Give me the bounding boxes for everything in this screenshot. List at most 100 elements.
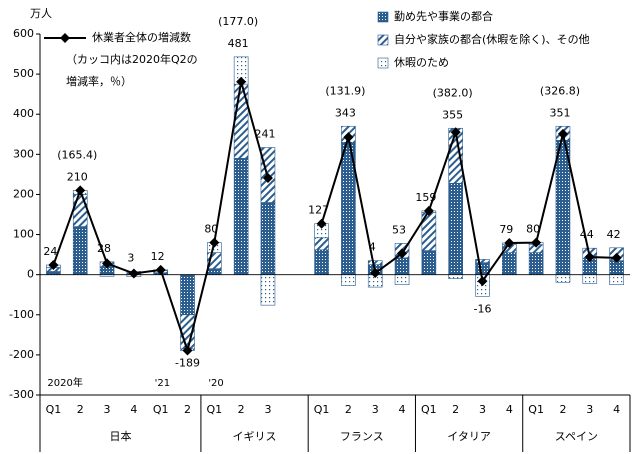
marker — [75, 185, 86, 196]
bar — [72, 226, 88, 275]
legend-label: 自分や家族の都合(休暇を除く)、その他 — [394, 32, 590, 46]
legend-swatch — [377, 11, 389, 23]
marker — [370, 268, 381, 279]
x-tick-label: Q1 — [314, 403, 330, 416]
group-label: フランス — [340, 430, 384, 443]
value-label: 44 — [580, 228, 594, 241]
bar — [314, 249, 329, 275]
value-label: 4 — [369, 241, 376, 254]
marker — [450, 127, 461, 138]
legend-swatch — [377, 57, 389, 69]
bar — [260, 202, 276, 275]
bar — [207, 268, 222, 275]
y-tick-label: -300 — [9, 388, 34, 401]
marker — [343, 132, 354, 143]
group-label: スペイン — [555, 430, 598, 443]
period-label: '21 — [155, 378, 170, 389]
bar — [367, 260, 383, 265]
marker — [128, 268, 139, 279]
rate-label: (177.0) — [218, 15, 258, 28]
legend-label: 勤め先や事業の都合 — [394, 9, 493, 23]
value-label: 351 — [549, 106, 570, 119]
value-label: 79 — [499, 223, 513, 236]
x-tick-label: 4 — [613, 403, 620, 416]
x-tick-label: 3 — [104, 403, 111, 416]
legend-label: 休暇のため — [394, 56, 449, 69]
x-tick-label: 2 — [559, 403, 566, 416]
legend-marker — [60, 33, 70, 43]
y-tick-label: 100 — [13, 228, 34, 241]
bar — [314, 237, 329, 251]
value-label: 42 — [607, 228, 621, 241]
bar — [448, 182, 463, 275]
value-label: 481 — [228, 37, 249, 50]
y-unit: 万人 — [30, 7, 52, 20]
marker — [611, 252, 622, 263]
bar — [609, 274, 624, 285]
marker — [48, 260, 59, 271]
marker — [504, 237, 515, 248]
x-tick-label: 2 — [345, 403, 352, 416]
legend-swatch — [377, 34, 389, 46]
marker — [155, 264, 166, 275]
x-tick-label: 2 — [184, 403, 191, 416]
value-label: 3 — [127, 251, 134, 264]
value-label: -189 — [175, 356, 200, 369]
rate-label: (326.8) — [540, 84, 580, 97]
marker — [477, 276, 488, 287]
group-label: イギリス — [233, 430, 277, 443]
bar — [341, 274, 356, 286]
bar — [502, 252, 517, 275]
value-label: 241 — [254, 128, 275, 141]
marker — [584, 252, 595, 263]
x-tick-label: Q1 — [153, 403, 169, 416]
marker — [316, 218, 327, 229]
rate-label: (382.0) — [433, 86, 473, 99]
line — [52, 81, 617, 355]
bar — [394, 274, 410, 285]
legend-note: 増減率，％） — [66, 74, 132, 88]
rate-label: (165.4) — [57, 148, 97, 161]
group-label: イタリア — [447, 430, 491, 443]
bar — [582, 274, 598, 284]
rate-label: (131.9) — [325, 84, 365, 97]
x-tick-label: Q1 — [206, 403, 222, 416]
period-label: '20 — [208, 378, 223, 389]
legend-note: （カッコ内は2020年Q2の — [66, 52, 198, 66]
marker — [397, 248, 408, 259]
marker — [102, 258, 113, 269]
legend-label: 休業者全体の増減数 — [92, 30, 191, 44]
bar — [233, 158, 249, 275]
value-label: 355 — [442, 108, 463, 121]
y-tick-label: 500 — [13, 67, 34, 80]
group-label: 日本 — [109, 429, 131, 443]
x-tick-label: 2 — [77, 403, 84, 416]
x-tick-label: Q1 — [421, 403, 437, 416]
marker — [262, 172, 273, 183]
x-tick-label: 3 — [586, 403, 593, 416]
bar — [260, 274, 276, 306]
x-tick-label: 4 — [130, 403, 137, 416]
x-tick-label: Q1 — [46, 403, 62, 416]
x-tick-label: 3 — [372, 403, 379, 416]
value-label: 210 — [67, 170, 88, 183]
value-label: 80 — [204, 223, 218, 236]
bar — [475, 259, 490, 263]
value-label: 343 — [335, 106, 356, 119]
y-tick-label: 0 — [27, 268, 34, 281]
value-label: 53 — [392, 223, 406, 236]
x-tick-label: 2 — [452, 403, 459, 416]
x-tick-label: 3 — [479, 403, 486, 416]
y-tick-label: 600 — [13, 27, 34, 40]
marker — [423, 205, 434, 216]
bar — [394, 257, 410, 275]
marker — [236, 76, 247, 87]
marker — [182, 345, 193, 356]
x-tick-label: Q1 — [528, 403, 544, 416]
value-label: -16 — [474, 302, 492, 315]
x-tick-label: 2 — [238, 403, 245, 416]
bar — [528, 252, 544, 275]
value-label: 12 — [151, 250, 165, 263]
value-label: 24 — [43, 245, 57, 258]
